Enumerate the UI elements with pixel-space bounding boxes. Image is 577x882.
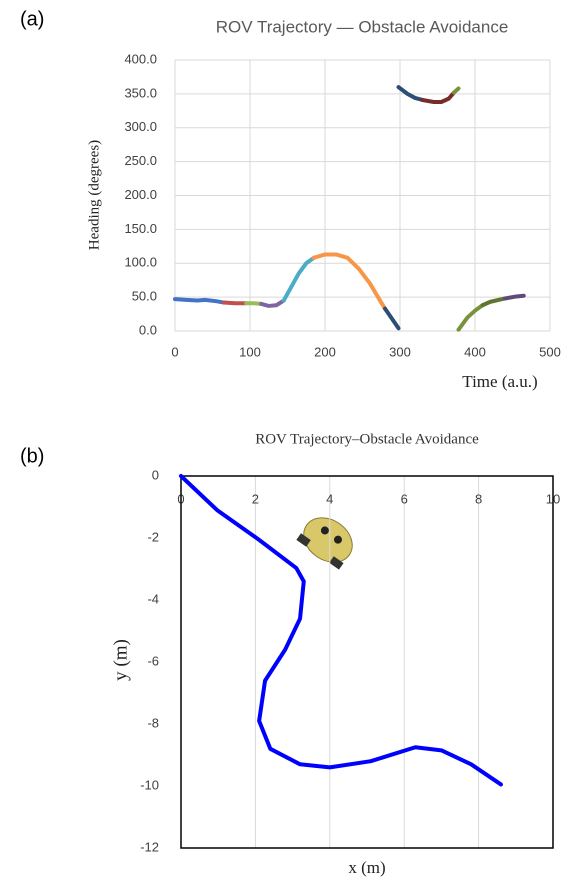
y-tick-label: 250.0: [124, 153, 157, 168]
x-tick-label: 100: [239, 344, 261, 359]
series-line: [383, 306, 401, 331]
series-line: [244, 301, 264, 306]
series-line: [259, 298, 286, 308]
x-axis-label: Time (a.u.): [462, 372, 537, 391]
x-tick-label: 6: [401, 491, 408, 506]
y-tick-label: -8: [147, 715, 159, 730]
y-tick-label: -4: [147, 591, 159, 606]
series-line: [221, 300, 249, 306]
x-tick-label: 4: [326, 491, 333, 506]
rov-eye: [333, 535, 342, 544]
series-line: [396, 85, 425, 102]
x-tick-label: 0: [171, 344, 178, 359]
series-line: [456, 303, 485, 332]
y-tick-label: 400.0: [124, 51, 157, 66]
y-axis-label: y (m): [110, 639, 131, 681]
x-tick-label: 300: [389, 344, 411, 359]
y-tick-label: 300.0: [124, 119, 157, 134]
series-line: [173, 297, 226, 305]
panel-label: (b): [20, 445, 44, 467]
rov-thruster: [329, 556, 344, 570]
series-line: [311, 252, 387, 311]
series-line: [281, 255, 316, 303]
y-tick-label: 0: [152, 467, 159, 482]
rov-eye: [320, 526, 329, 535]
y-tick-label: -10: [140, 777, 159, 792]
x-tick-label: 200: [314, 344, 336, 359]
x-axis-label: x (m): [348, 858, 385, 877]
y-tick-label: 200.0: [124, 187, 157, 202]
y-tick-label: -2: [147, 529, 159, 544]
panel-label: (a): [20, 8, 44, 30]
y-tick-label: 350.0: [124, 85, 157, 100]
y-tick-label: 150.0: [124, 221, 157, 236]
rov-thruster: [296, 533, 311, 547]
series-line: [503, 293, 526, 301]
series-line: [420, 90, 456, 105]
y-tick-label: 0.0: [139, 322, 157, 337]
rov-body: [303, 517, 353, 563]
x-tick-label: 400: [464, 344, 486, 359]
series-line: [179, 474, 503, 787]
plot-frame: [180, 475, 554, 849]
y-tick-label: 50.0: [132, 289, 157, 304]
chart-title: ROV Trajectory–Obstacle Avoidance: [255, 431, 479, 447]
y-axis-label: Heading (degrees): [86, 140, 102, 250]
x-tick-label: 8: [475, 491, 482, 506]
x-tick-label: 2: [252, 491, 259, 506]
chart-title: ROV Trajectory — Obstacle Avoidance: [216, 17, 509, 36]
series-line: [452, 86, 461, 95]
x-tick-label: 500: [539, 344, 561, 359]
y-tick-label: 100.0: [124, 255, 157, 270]
rov-icon: [296, 517, 353, 570]
y-tick-label: -12: [140, 839, 159, 854]
series-line: [480, 296, 507, 308]
y-tick-label: -6: [147, 653, 159, 668]
